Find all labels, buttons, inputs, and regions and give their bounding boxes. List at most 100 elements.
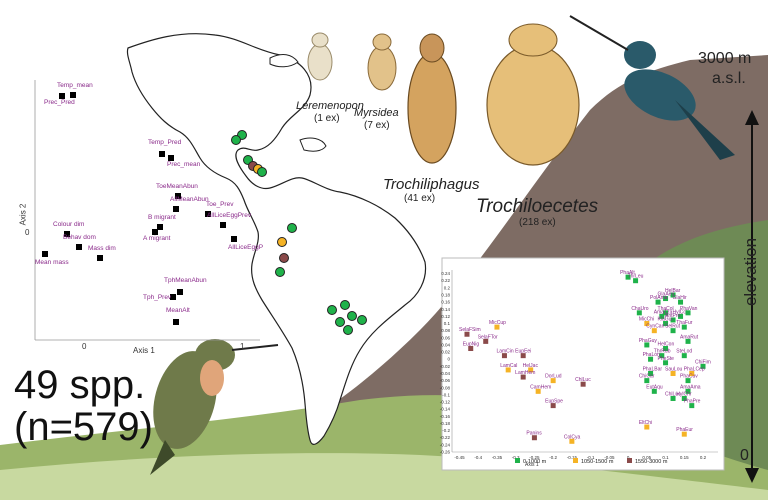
scatter-x-tick-label: -0.4 [474,455,482,460]
left-pca-point-label: Mass dim [88,245,116,252]
scatter-y-tick-label: 0.2 [444,285,451,290]
map-site-marker [327,305,337,315]
scatter-x-tick-label: -0.15 [567,455,578,460]
scatter-y-tick-label: -0.2 [442,428,450,433]
scatter-y-tick-label: -0.12 [440,400,451,405]
scatter-point [648,370,654,376]
scatter-point [681,431,687,437]
louse-count-myrsidea: (7 ex) [364,120,390,131]
scatter-point [550,403,556,409]
scatter-point [550,378,556,384]
scatter-point-label: SelRut [665,324,681,330]
scatter-point-label: AmaRut [680,334,699,340]
scatter-point [625,274,631,280]
scatter-x-tick-label: 0.1 [662,455,669,460]
left-pca-axis2-title: Axis 2 [18,203,28,226]
map-site-marker [275,267,285,277]
louse-myrsidea-illustration [367,33,397,91]
scatter-point [700,363,706,369]
scatter-legend-swatch [515,458,520,463]
scatter-point-label: EupNig [463,342,480,348]
scatter-point [464,331,470,337]
scatter-y-tick-label: 0.02 [441,350,450,355]
scatter-point-label: SelaFSim [459,327,481,333]
left-pca-point [76,244,82,250]
left-pca-point [173,319,179,325]
left-pca-point [170,294,176,300]
left-pca-point [168,155,174,161]
louse-count-leremenopon: (1 ex) [314,113,340,124]
scatter-point [569,438,575,444]
left-pca-tick-x1: 1 [240,342,245,351]
scatter-point [659,313,665,319]
louse-leremenopon-illustration [307,32,333,81]
scatter-point-label: EupSpe [545,399,563,405]
scatter-point [685,378,691,384]
map-sample-sites [231,130,367,335]
elevation-arrow [745,110,759,483]
left-pca-point [64,231,70,237]
scatter-y-tick-label: 0.08 [441,328,450,333]
scatter-point [681,324,687,330]
map-site-marker [287,223,297,233]
scatter-point [678,313,684,319]
left-pca-tick-x0: 0 [82,342,87,351]
scatter-x-tick-label: 0 [627,455,630,460]
scatter-y-tick-label: -0.16 [440,414,451,419]
left-pca-point-label: Tph_Prev [143,294,172,301]
scatter-point-label: SauLou [665,366,682,372]
scatter-point [494,324,500,330]
left-pca-point [159,151,165,157]
scatter-x-tick-label: 0.05 [642,455,651,460]
scatter-point-label: PhaPre [684,399,701,405]
scatter-point [663,296,669,302]
scatter-point-label: ThaFur [676,320,692,326]
scatter-y-tick-label: 0.18 [441,292,450,297]
scatter-point [685,388,691,394]
scatter-legend-swatch [573,458,578,463]
scatter-point-label: HelBar [665,288,681,294]
left-pca-points: Temp_mean Prec_Pred Temp_Pred Prec_mean ToeM… [35,82,263,325]
left-pca-point [220,222,226,228]
scatter-y-tick-label: 0 [447,357,450,362]
scatter-y-tick-label: -0.1 [442,392,450,397]
scatter-point-label: MicChi [639,317,654,323]
scatter-point [663,360,669,366]
scatter-point-label: ChiFim [695,359,711,365]
left-pca-point-label: AllLiceEggP [228,244,263,251]
scatter-point [670,292,676,298]
elevation-scatter-plot: -0.45 -0.4 -0.35 -0.3 -0.25 -0.2 -0.15 -0.1 -0.0… [440,270,718,468]
scatter-point [501,353,507,359]
scatter-point [483,338,489,344]
louse-label-trochiliphagus: Trochiliphagus [383,176,480,193]
scatter-point [636,310,642,316]
left-pca-point [42,251,48,257]
scatter-point [520,353,526,359]
left-pca-point-label: Prec_mean [167,161,201,168]
scatter-point-label: PhaVan [680,306,698,312]
scatter-point-label: PhaLBar [643,366,663,372]
scatter-point [651,388,657,394]
scatter-point [689,370,695,376]
scatter-point-label: PhaCuv [680,374,698,380]
map-site-marker [357,315,367,325]
hummingbird-top-illustration [569,15,735,160]
scatter-point [655,299,661,305]
scatter-point-label: LamCal [500,363,517,369]
left-pca-point-label: Behav dom [63,234,96,241]
scatter-x-tick-label: -0.2 [549,455,557,460]
louse-count-trochiliphagus: (41 ex) [404,193,436,204]
scatter-point-label: SelaFTor [478,334,498,340]
left-pca-point [97,255,103,261]
scatter-point [663,346,669,352]
left-pca-point [231,236,237,242]
scatter-point-label: CynCan [646,324,664,330]
scatter-point [685,338,691,344]
scatter-point-label: LamHem [515,370,535,376]
scatter-y-tick-label: -0.14 [440,407,451,412]
scatter-y-tick-label: -0.04 [440,371,451,376]
scatter-point-label: HelJac [523,363,539,369]
scatter-y-tick-label: -0.08 [440,385,451,390]
scatter-y-tick-label: 0.06 [441,335,450,340]
